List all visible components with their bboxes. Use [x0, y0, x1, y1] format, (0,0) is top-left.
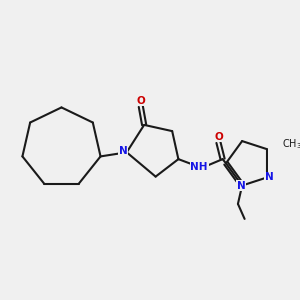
Text: N: N — [119, 146, 128, 157]
Text: NH: NH — [190, 163, 208, 172]
Text: N: N — [265, 172, 273, 182]
Text: N: N — [237, 181, 246, 190]
Text: CH$_3$: CH$_3$ — [282, 138, 300, 152]
Text: O: O — [214, 132, 223, 142]
Text: O: O — [136, 96, 145, 106]
